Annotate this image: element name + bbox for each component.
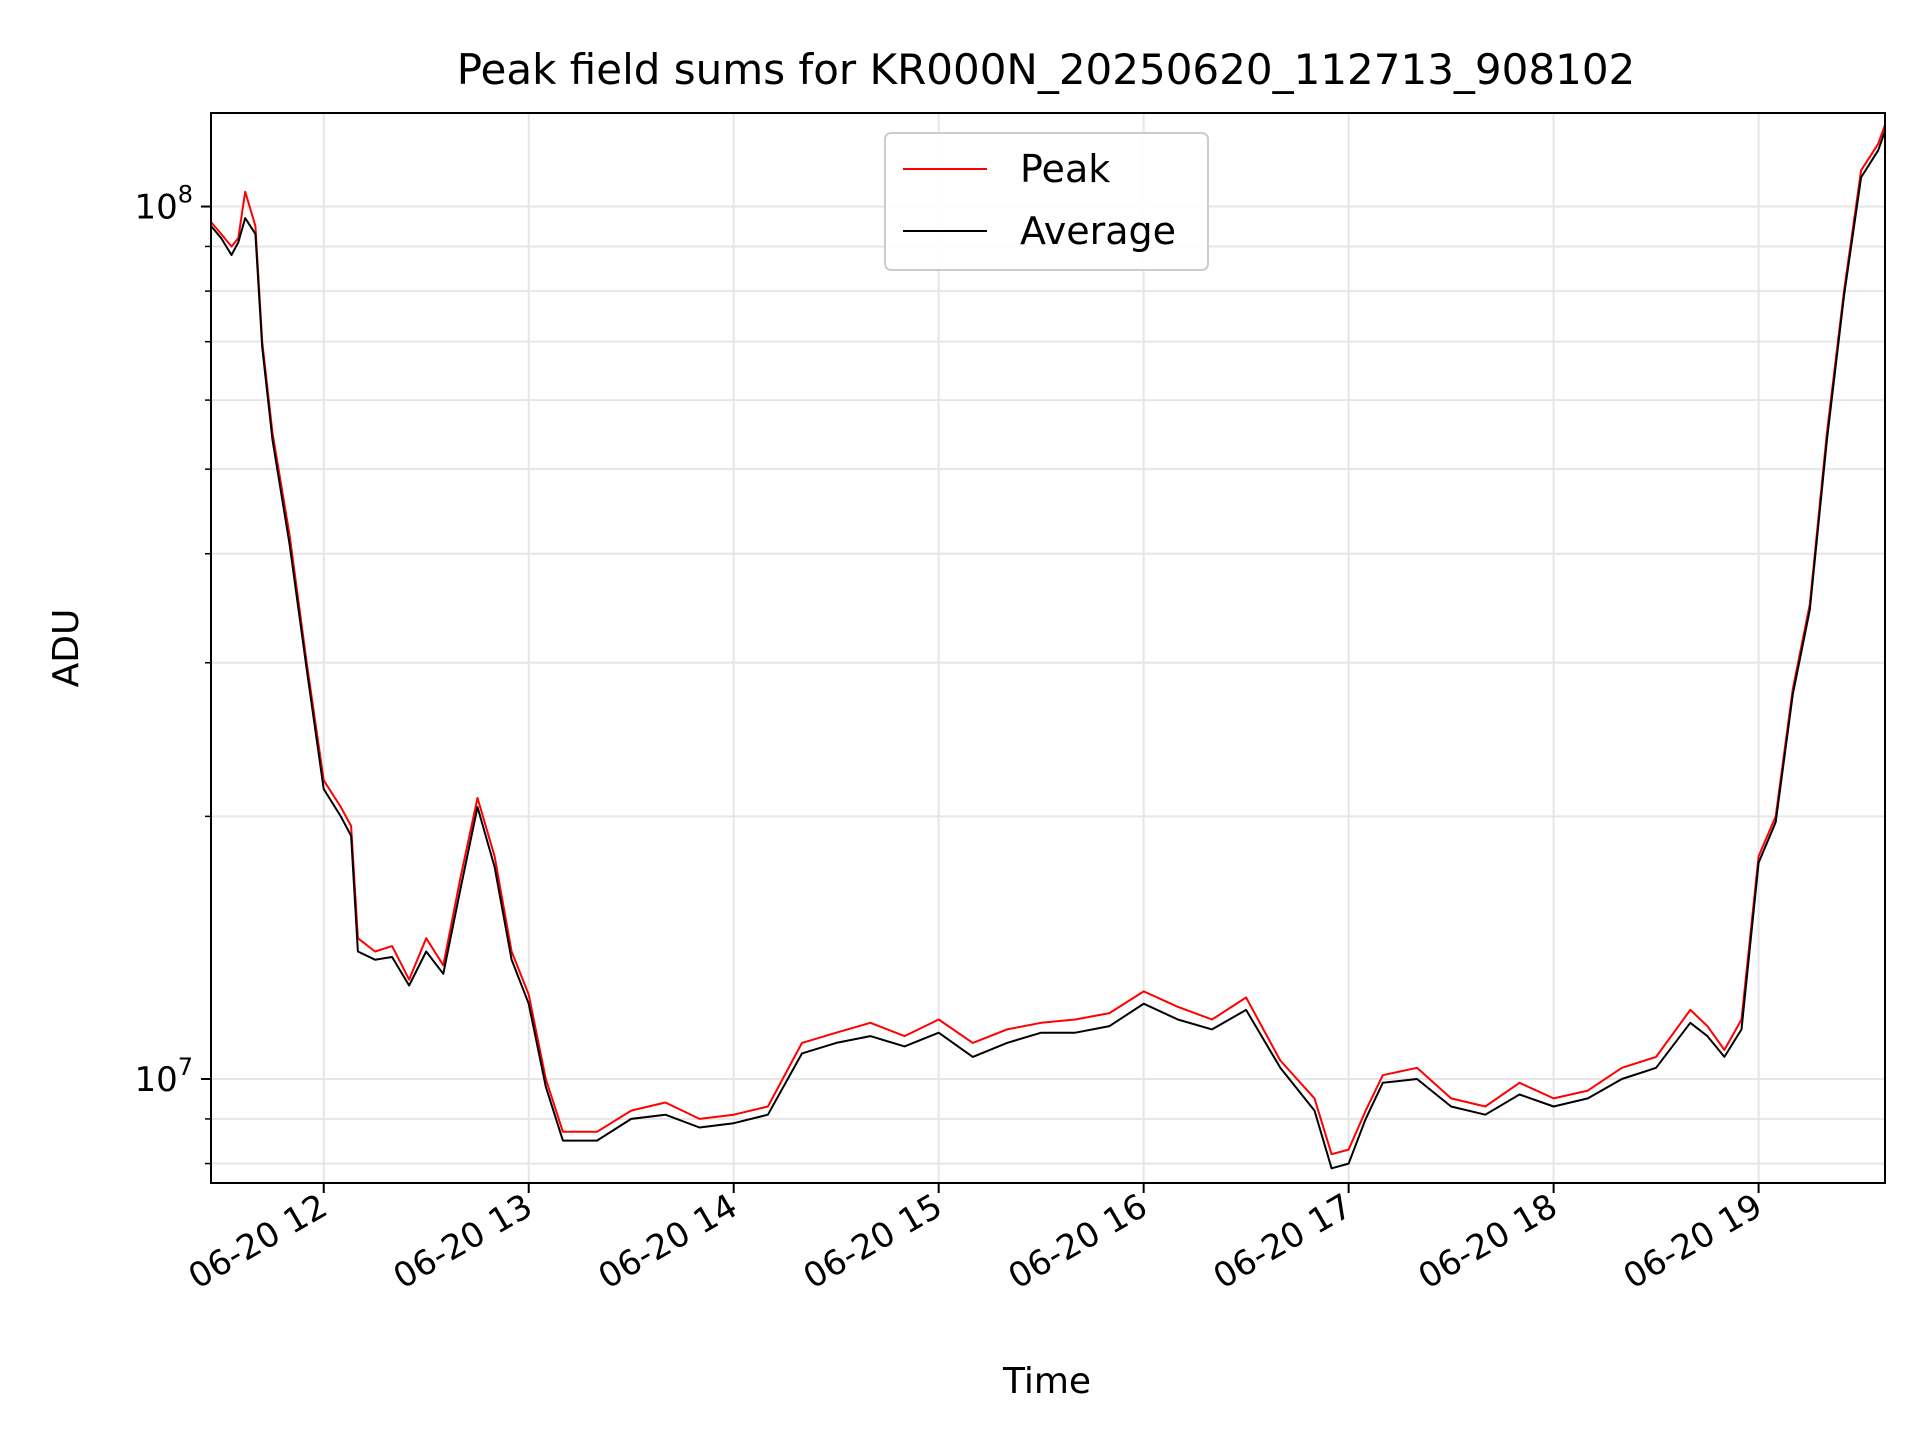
y-tick-label: 107 [134,1053,193,1100]
x-axis-label: Time [1002,1361,1091,1402]
y-axis-label: ADU [46,609,87,688]
series-line-peak [211,124,1885,1156]
legend-box [884,132,1209,271]
chart-title: Peak field sums for KR000N_20250620_1127… [457,45,1636,94]
plot-frame [210,112,1886,1184]
legend: Peak Average [884,132,1209,271]
legend-label-peak: Peak [1020,147,1110,191]
y-tick-label: 108 [134,181,193,228]
legend-label-average: Average [1020,209,1176,253]
series-line-average [211,130,1885,1170]
series-group [211,124,1885,1170]
y-axis: 107 108 [134,181,211,1165]
